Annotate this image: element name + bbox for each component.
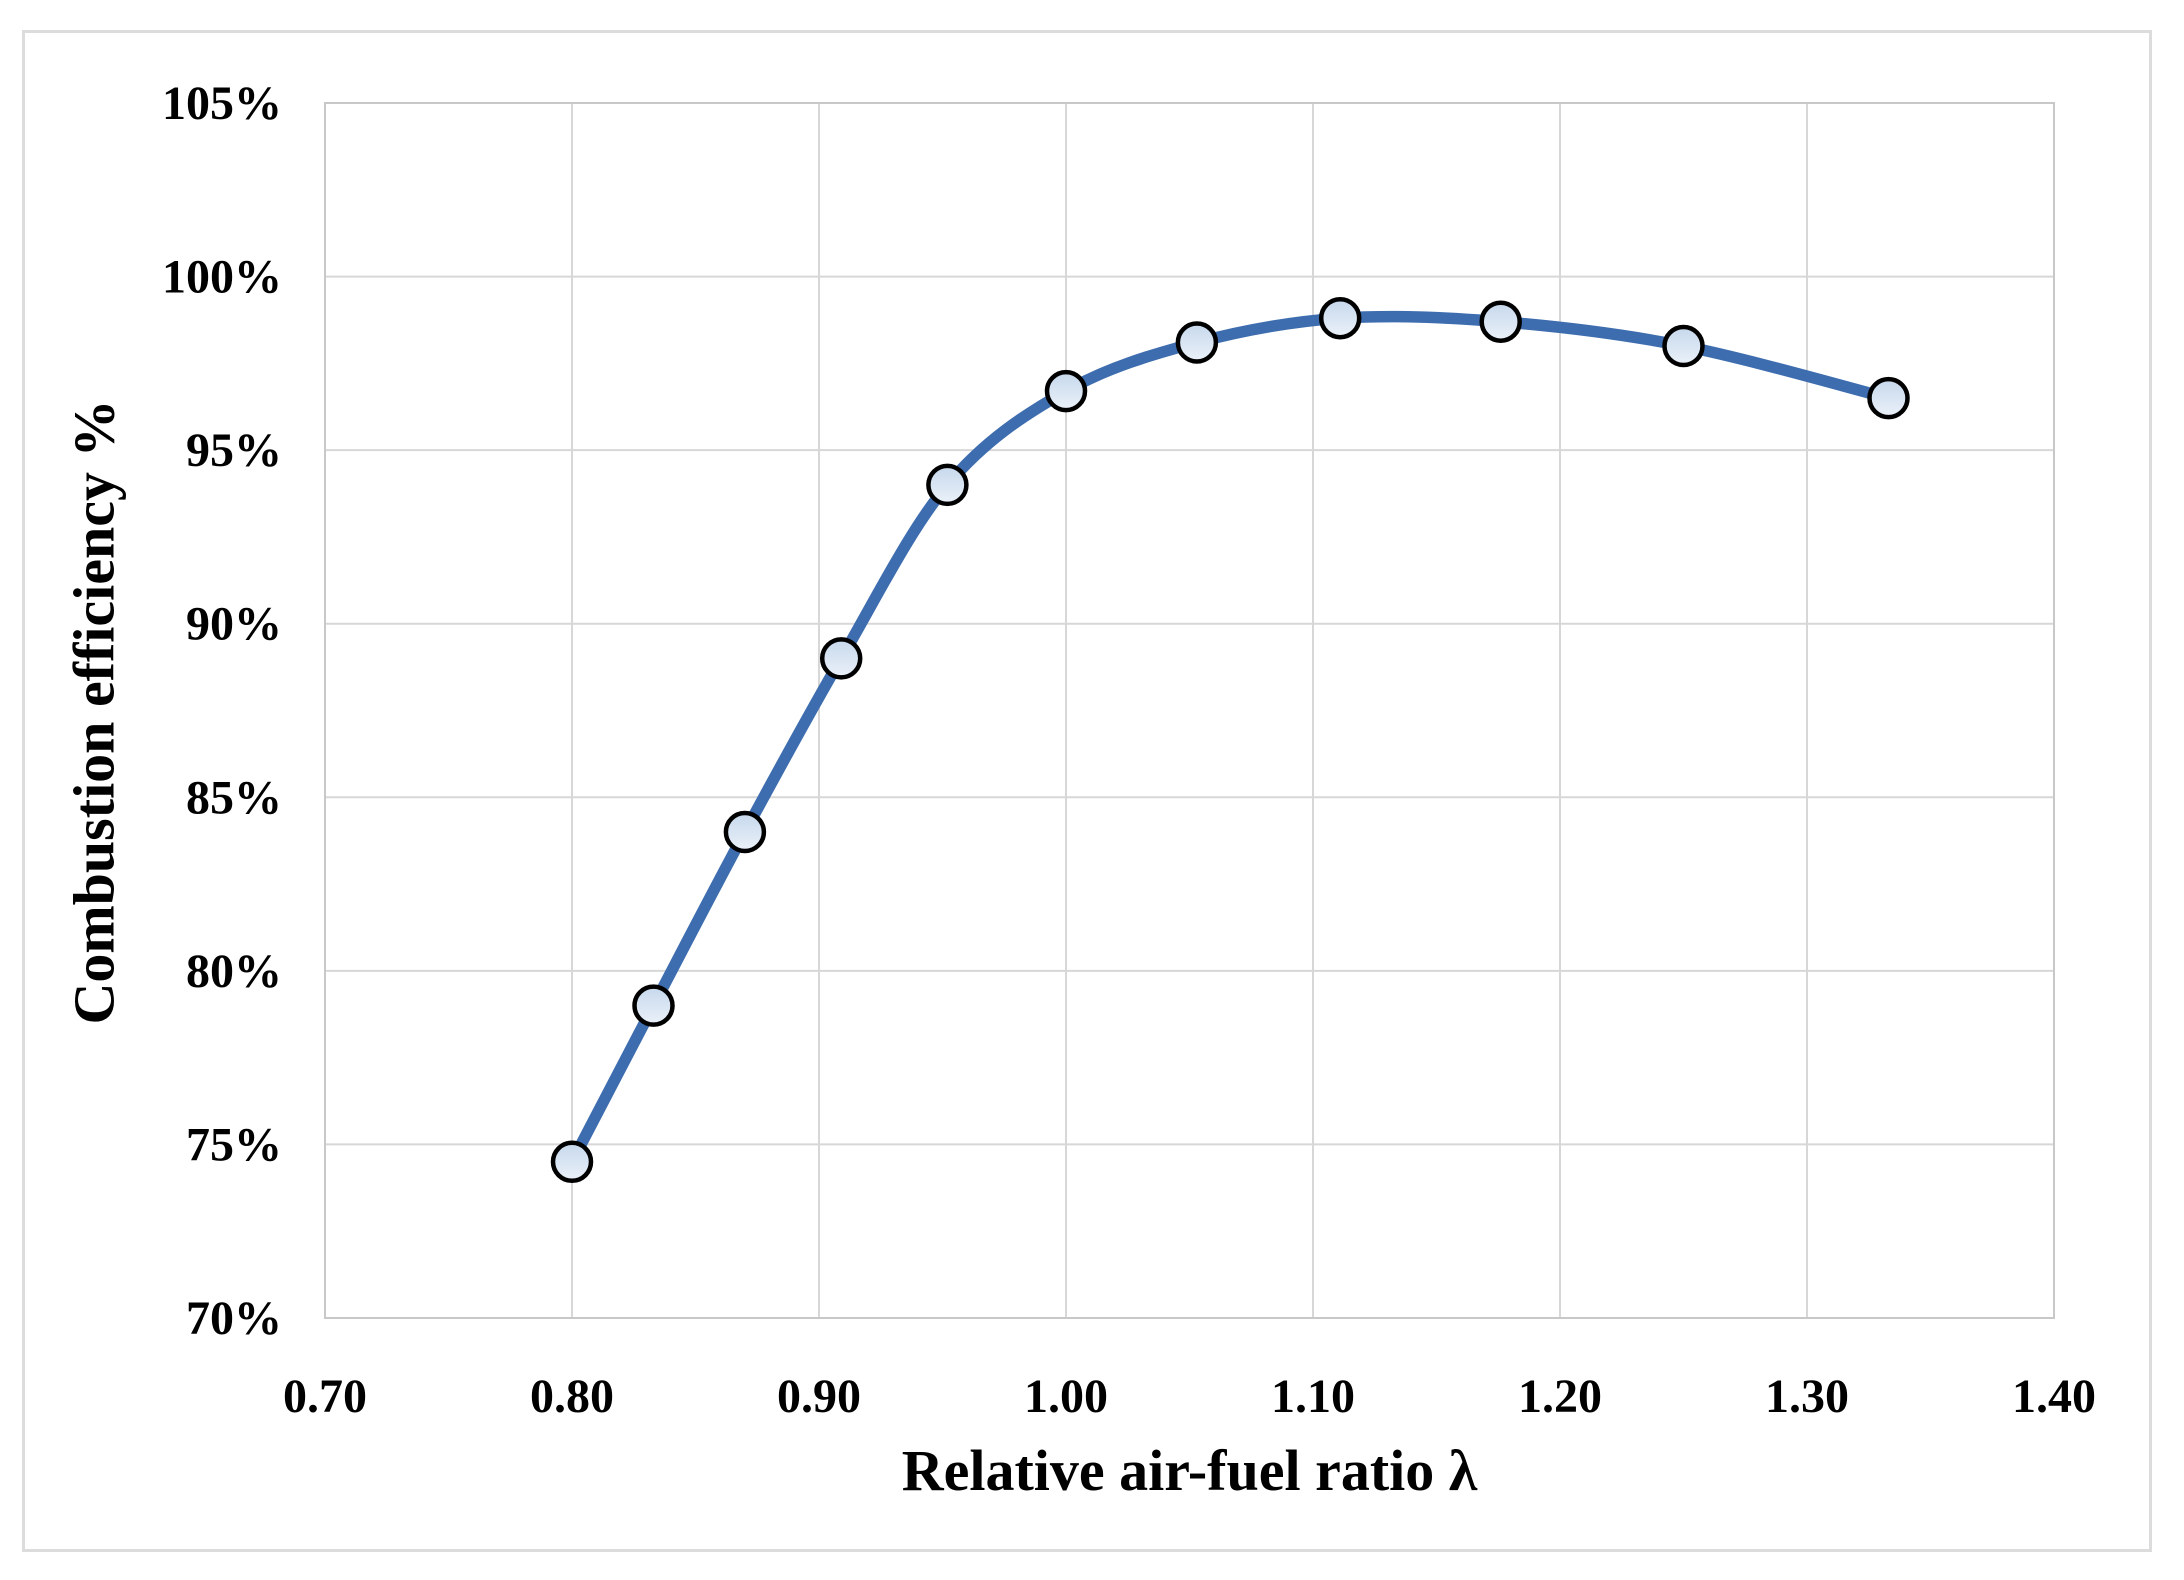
x-tick-label: 0.80: [530, 1370, 614, 1423]
y-axis-title: Combustion efficiency %: [61, 399, 127, 1025]
y-tick-label: 85%: [186, 771, 282, 824]
y-tick-label: 70%: [186, 1292, 282, 1345]
y-tick-label: 95%: [186, 424, 282, 477]
data-point-marker: [926, 463, 969, 507]
x-axis-tick-labels: 0.70 0.80 0.90 1.00 1.10 1.20 1.30 1.40: [283, 1370, 2096, 1423]
plot-area-border: [324, 102, 2055, 1319]
data-point-marker: [1175, 321, 1219, 364]
data-point-marker: [1318, 296, 1362, 340]
x-tick-label: 1.20: [1518, 1370, 1602, 1423]
data-point-marker: [723, 810, 767, 854]
data-point-marker: [819, 637, 863, 680]
data-point-marker: [550, 1140, 594, 1184]
y-tick-label: 90%: [186, 598, 282, 651]
data-point-marker: [1867, 376, 1910, 420]
x-tick-label: 0.70: [283, 1370, 367, 1423]
x-tick-label: 1.00: [1024, 1370, 1108, 1423]
efficiency-series-line: [566, 310, 1895, 1168]
y-axis-tick-labels: 70% 75% 80% 85% 90% 95% 100% 105%: [162, 77, 282, 1345]
y-tick-label: 80%: [186, 945, 282, 998]
data-point-markers: [550, 296, 1910, 1184]
data-point-marker: [1044, 369, 1088, 413]
x-tick-label: 1.40: [2012, 1370, 2096, 1423]
data-point-marker: [1662, 324, 1705, 368]
y-tick-label: 75%: [186, 1118, 282, 1171]
data-point-marker: [632, 984, 675, 1027]
y-tick-label: 100%: [162, 251, 282, 304]
x-tick-label: 1.10: [1271, 1370, 1355, 1423]
x-tick-label: 0.90: [777, 1370, 861, 1423]
x-tick-label: 1.30: [1765, 1370, 1849, 1423]
y-tick-label: 105%: [162, 77, 282, 130]
data-point-marker: [1479, 300, 1522, 343]
x-axis-title: Relative air-fuel ratio λ: [901, 1438, 1478, 1503]
